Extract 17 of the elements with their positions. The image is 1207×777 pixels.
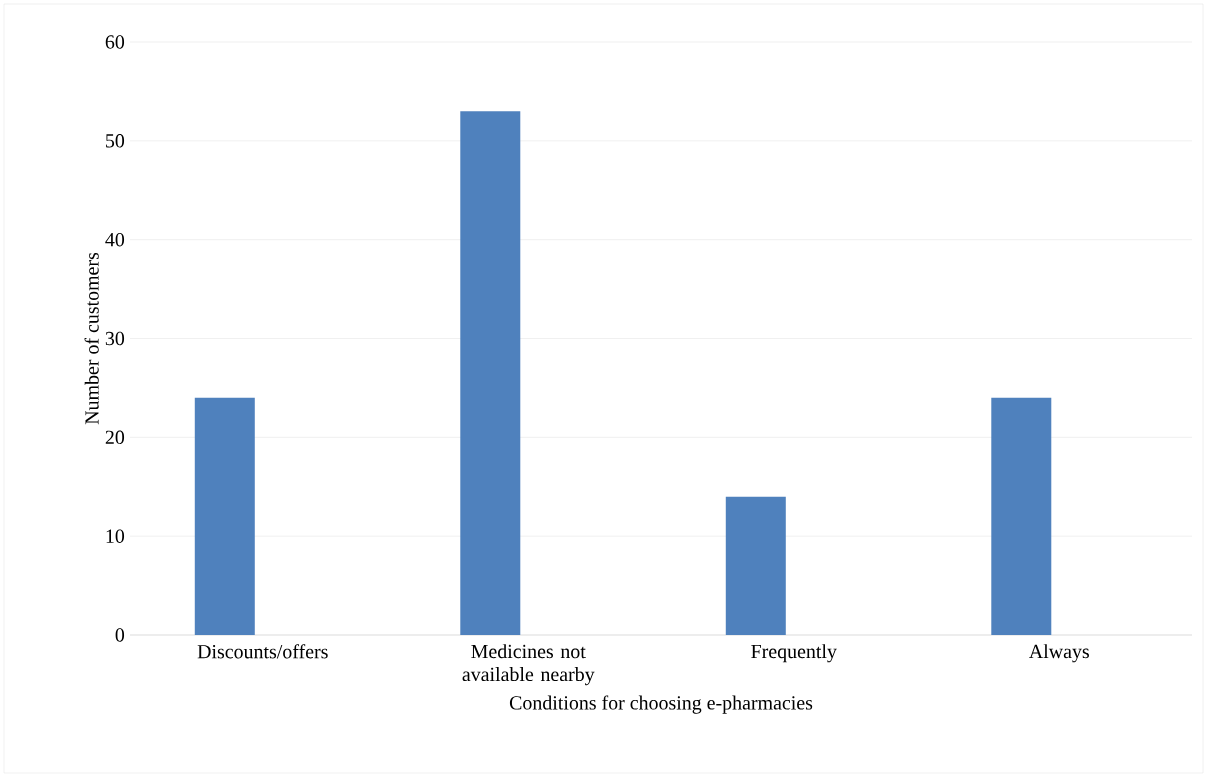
x-tick-label: Frequently	[751, 644, 837, 663]
y-tick-label: 10	[106, 529, 125, 543]
y-tick-label: 0	[115, 628, 125, 642]
x-tick-label: Always	[1029, 644, 1089, 663]
bar	[194, 397, 255, 635]
y-axis-title: Number of customers	[84, 252, 99, 425]
y-tick-label: 30	[105, 331, 125, 346]
y-tick-label: 60	[105, 35, 125, 49]
y-tick-label: 40	[105, 232, 125, 247]
bar	[460, 111, 521, 635]
bar	[725, 496, 786, 635]
bar	[991, 397, 1052, 635]
y-tick-label: 50	[106, 134, 125, 148]
y-tick-label: 20	[105, 430, 125, 445]
x-axis-title: Conditions for choosing e-pharmacies	[509, 695, 813, 714]
x-tick-label: Medicines not available nearby	[462, 644, 595, 686]
x-tick-label: Discounts/offers	[197, 644, 328, 659]
